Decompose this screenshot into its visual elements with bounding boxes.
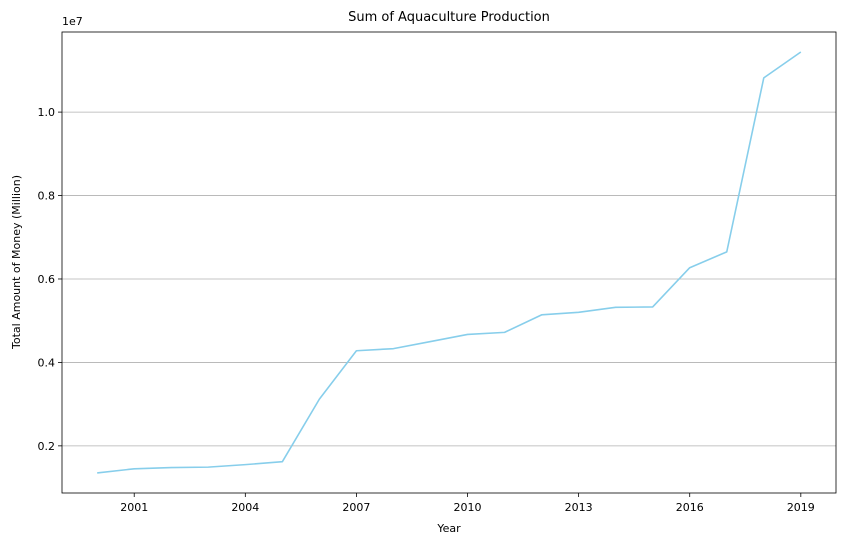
x-tick-label: 2016 <box>676 501 704 514</box>
x-tick-label: 2010 <box>454 501 482 514</box>
y-tick-label: 0.8 <box>38 190 56 203</box>
series-line <box>97 51 802 474</box>
y-gridlines <box>62 111 836 447</box>
y-axis-label: Total Amount of Money (Million) <box>10 175 23 350</box>
x-axis-label: Year <box>436 522 461 535</box>
y-tick-label: 0.6 <box>38 273 56 286</box>
y-tick-label: 0.4 <box>38 356 56 369</box>
data-series <box>97 51 802 474</box>
y-tick-label: 0.2 <box>38 440 56 453</box>
plot-frame <box>61 31 837 494</box>
y-offset-label: 1e7 <box>62 15 83 28</box>
x-tick-label: 2019 <box>787 501 815 514</box>
chart-title: Sum of Aquaculture Production <box>348 10 550 25</box>
x-tick-label: 2007 <box>342 501 370 514</box>
x-tick-label: 2013 <box>565 501 593 514</box>
y-axis: 0.2 0.4 0.6 0.8 1.0 <box>38 106 62 453</box>
y-tick-label: 1.0 <box>38 106 56 119</box>
x-axis: 2001 2004 2007 2010 2013 2016 2019 <box>120 493 815 514</box>
x-tick-label: 2004 <box>231 501 259 514</box>
x-tick-label: 2001 <box>120 501 148 514</box>
